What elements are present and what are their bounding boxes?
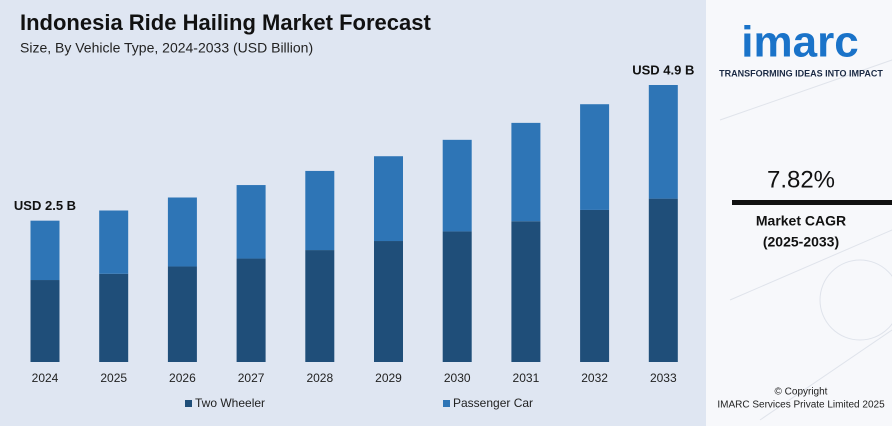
- bar-segment: [236, 185, 266, 259]
- x-tick-label: 2024: [32, 371, 59, 385]
- bar-segment: [167, 266, 197, 362]
- bar-segment: [442, 231, 472, 362]
- cagr-rule: [732, 200, 892, 205]
- bar-segment: [30, 280, 60, 362]
- total-label: USD 4.9 B: [632, 62, 694, 77]
- bar-segment: [305, 170, 335, 251]
- copyright: © Copyright: [775, 387, 828, 398]
- x-tick-label: 2027: [238, 371, 265, 385]
- tagline: TRANSFORMING IDEAS INTO IMPACT: [719, 68, 883, 78]
- bar-segment: [374, 156, 403, 242]
- cagr-period: (2025-2033): [763, 234, 839, 250]
- bar-segment: [305, 250, 335, 362]
- legend-swatch: [443, 400, 450, 407]
- bar-segment: [648, 198, 678, 362]
- x-tick-label: 2029: [375, 371, 402, 385]
- total-label: USD 2.5 B: [14, 198, 76, 213]
- bar-segment: [580, 104, 610, 210]
- sidebar-decoration: [719, 59, 892, 421]
- bar-segment: [511, 122, 541, 222]
- x-tick-label: 2032: [581, 371, 608, 385]
- x-tick-label: 2030: [444, 371, 471, 385]
- legend-label: Two Wheeler: [195, 396, 265, 410]
- sidebar-bg: [706, 0, 892, 426]
- bar-segment: [442, 139, 472, 232]
- bar-segment: [30, 220, 60, 281]
- x-tick-label: 2033: [650, 371, 677, 385]
- bar-segment: [99, 273, 129, 362]
- bar-segment: [648, 85, 678, 199]
- x-tick-label: 2031: [513, 371, 540, 385]
- chart-subtitle: Size, By Vehicle Type, 2024-2033 (USD Bi…: [20, 40, 313, 56]
- cagr-label: Market CAGR: [756, 213, 846, 229]
- x-tick-label: 2025: [100, 371, 127, 385]
- bar-segment: [99, 210, 129, 274]
- bar-segment: [167, 197, 197, 267]
- bar-segment: [511, 221, 541, 362]
- logo: imarc: [741, 18, 858, 67]
- bar-segment: [236, 258, 266, 362]
- bar-segment: [580, 209, 610, 362]
- legend-swatch: [185, 400, 192, 407]
- bar-segment: [374, 241, 403, 362]
- x-tick-label: 2028: [306, 371, 333, 385]
- x-tick-label: 2026: [169, 371, 196, 385]
- chart-title: Indonesia Ride Hailing Market Forecast: [20, 10, 431, 35]
- legend-label: Passenger Car: [453, 396, 533, 410]
- cagr-value: 7.82%: [767, 166, 835, 193]
- company: IMARC Services Private Limited 2025: [717, 400, 885, 411]
